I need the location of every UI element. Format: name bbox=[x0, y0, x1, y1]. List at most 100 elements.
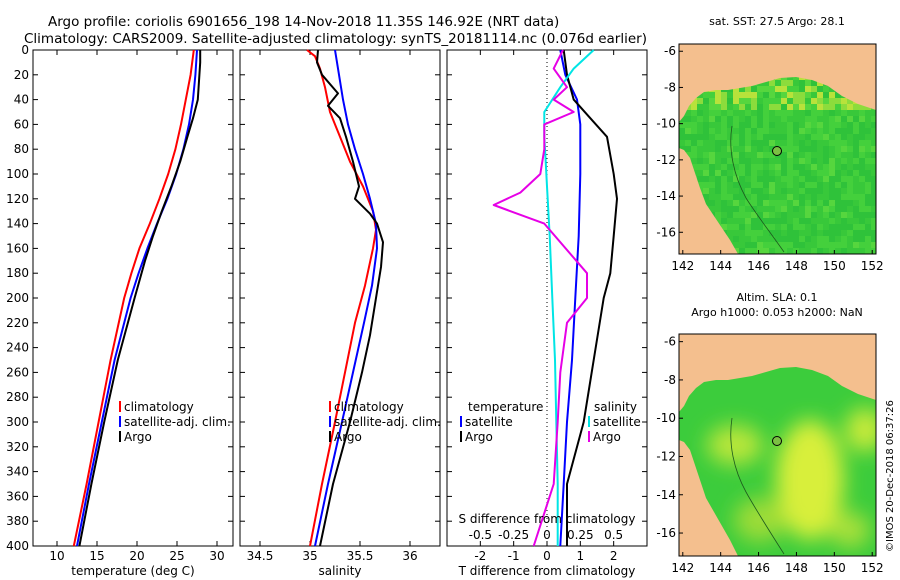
sst-pixel bbox=[697, 164, 703, 170]
sst-pixel bbox=[811, 194, 817, 200]
sst-pixel bbox=[829, 206, 835, 212]
sst-pixel bbox=[811, 80, 817, 86]
depth-tick-label: 380 bbox=[6, 514, 29, 528]
sst-pixel bbox=[775, 206, 781, 212]
sst-pixel bbox=[745, 104, 751, 110]
sst-pixel bbox=[847, 248, 853, 254]
sst-pixel bbox=[763, 128, 769, 134]
sst-pixel bbox=[715, 206, 721, 212]
sla-map-axes: 142 144 146 148 150 152 -6 -8 -10 -12 -14 -16 bbox=[656, 335, 883, 575]
sst-pixel bbox=[751, 158, 757, 164]
sst-pixel bbox=[805, 116, 811, 122]
sst-pixel bbox=[835, 200, 841, 206]
sst-pixel bbox=[817, 176, 823, 182]
sst-pixel bbox=[745, 194, 751, 200]
sst-pixel bbox=[805, 80, 811, 86]
sst-pixel bbox=[757, 236, 763, 242]
sst-pixel bbox=[817, 212, 823, 218]
sst-pixel bbox=[847, 134, 853, 140]
sst-pixel bbox=[769, 230, 775, 236]
sst-pixel bbox=[691, 122, 697, 128]
sst-pixel bbox=[721, 194, 727, 200]
sst-pixel bbox=[739, 164, 745, 170]
sst-pixel bbox=[859, 110, 865, 116]
sst-pixel bbox=[739, 224, 745, 230]
sst-pixel bbox=[805, 92, 811, 98]
map-x-tick-label: 150 bbox=[823, 561, 846, 575]
sst-pixel bbox=[787, 110, 793, 116]
sst-pixel bbox=[823, 212, 829, 218]
sst-pixel bbox=[757, 200, 763, 206]
sst-pixel bbox=[865, 194, 871, 200]
sst-pixel bbox=[811, 134, 817, 140]
sst-pixel bbox=[829, 152, 835, 158]
sst-pixel bbox=[799, 218, 805, 224]
sst-pixel bbox=[787, 80, 793, 86]
map-y-tick-label: -6 bbox=[664, 335, 676, 349]
sst-pixel bbox=[853, 110, 859, 116]
sst-pixel bbox=[757, 140, 763, 146]
sst-pixel bbox=[781, 236, 787, 242]
sst-pixel bbox=[727, 104, 733, 110]
sst-pixel bbox=[793, 164, 799, 170]
sst-pixel bbox=[811, 140, 817, 146]
sst-pixel bbox=[721, 134, 727, 140]
sst-pixel bbox=[799, 212, 805, 218]
sst-pixel bbox=[859, 236, 865, 242]
sst-pixel bbox=[865, 248, 871, 254]
sst-pixel bbox=[841, 164, 847, 170]
sst-pixel bbox=[841, 212, 847, 218]
sst-pixel bbox=[697, 152, 703, 158]
sst-pixel bbox=[847, 152, 853, 158]
sst-pixel bbox=[727, 110, 733, 116]
sst-pixel bbox=[751, 212, 757, 218]
sst-pixel bbox=[751, 230, 757, 236]
sst-pixel bbox=[835, 164, 841, 170]
sst-pixel bbox=[715, 176, 721, 182]
sst-pixel bbox=[841, 230, 847, 236]
sst-pixel bbox=[751, 128, 757, 134]
sst-pixel bbox=[859, 248, 865, 254]
sst-pixel bbox=[691, 98, 697, 104]
sst-pixel bbox=[745, 224, 751, 230]
s-tick-label: 0.5 bbox=[604, 528, 623, 542]
sst-pixel bbox=[811, 152, 817, 158]
sst-pixel bbox=[871, 146, 876, 152]
sst-pixel bbox=[781, 188, 787, 194]
sst-pixel bbox=[757, 92, 763, 98]
sst-pixel bbox=[781, 194, 787, 200]
sst-pixel bbox=[823, 86, 829, 92]
sst-pixel bbox=[691, 128, 697, 134]
sst-pixel bbox=[757, 98, 763, 104]
sst-pixel bbox=[697, 140, 703, 146]
sst-pixel bbox=[859, 224, 865, 230]
sst-pixel bbox=[829, 236, 835, 242]
sst-pixel bbox=[859, 212, 865, 218]
sst-pixel bbox=[811, 206, 817, 212]
x-tick-label: 1 bbox=[577, 549, 585, 563]
sst-pixel bbox=[811, 224, 817, 230]
sst-pixel bbox=[721, 182, 727, 188]
sst-pixel bbox=[685, 128, 691, 134]
sst-pixel bbox=[721, 224, 727, 230]
s-tick-label: -0.5 bbox=[469, 528, 492, 542]
sst-pixel bbox=[811, 122, 817, 128]
s-difference-label: S difference from climatology bbox=[459, 512, 636, 526]
sst-pixel bbox=[775, 242, 781, 248]
sst-pixel bbox=[835, 146, 841, 152]
x-tick-label: 36 bbox=[402, 549, 417, 563]
sst-pixel bbox=[853, 248, 859, 254]
sst-pixel bbox=[757, 122, 763, 128]
sst-pixel bbox=[823, 224, 829, 230]
sst-pixel bbox=[733, 176, 739, 182]
sst-pixel bbox=[829, 134, 835, 140]
sst-pixel bbox=[793, 146, 799, 152]
sst-pixel bbox=[763, 116, 769, 122]
sst-pixel bbox=[733, 212, 739, 218]
sst-pixel bbox=[841, 194, 847, 200]
sst-pixel bbox=[781, 248, 787, 254]
sst-pixel bbox=[763, 236, 769, 242]
sla-map bbox=[679, 334, 876, 556]
sst-pixel bbox=[853, 182, 859, 188]
series-satellite-adj-clim- bbox=[76, 49, 198, 547]
